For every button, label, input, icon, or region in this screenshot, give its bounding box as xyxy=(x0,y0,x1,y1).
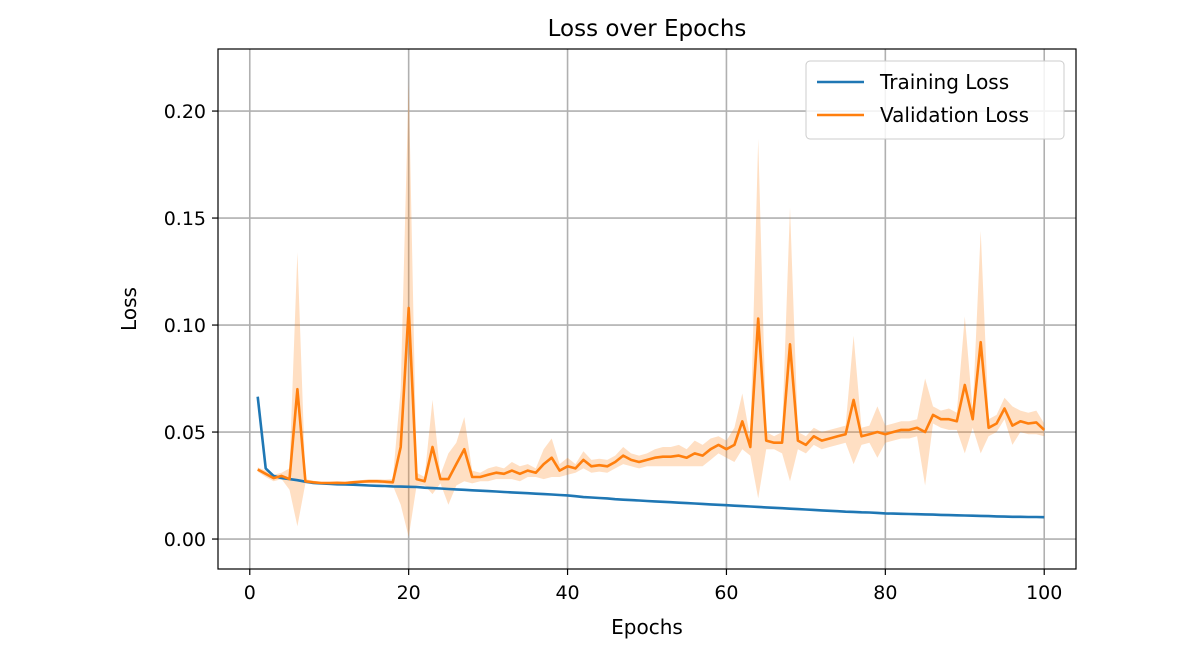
x-tick-label: 0 xyxy=(244,582,256,604)
validation-band xyxy=(257,81,1045,537)
legend: Training Loss Validation Loss xyxy=(805,60,1065,140)
legend-box xyxy=(805,60,1065,140)
y-axis-label: Loss xyxy=(117,287,141,331)
validation-band-layer xyxy=(257,81,1045,537)
plot-frame xyxy=(217,48,1077,570)
x-tick-label: 40 xyxy=(555,582,579,604)
x-axis: 0 20 40 60 80 100 xyxy=(244,569,1062,604)
y-tick-label: 0.10 xyxy=(164,315,206,337)
y-tick-label: 0.00 xyxy=(164,529,206,551)
legend-label-validation: Validation Loss xyxy=(880,103,1029,127)
training-loss-line xyxy=(256,396,1045,519)
y-tick-label: 0.15 xyxy=(164,208,206,230)
y-axis: 0.00 0.05 0.10 0.15 0.20 xyxy=(164,101,218,551)
x-axis-label: Epochs xyxy=(611,615,683,639)
x-tick-label: 60 xyxy=(714,582,738,604)
y-tick-label: 0.20 xyxy=(164,101,206,123)
series-lines xyxy=(256,306,1046,519)
validation-loss-line xyxy=(257,306,1046,485)
x-tick-label: 80 xyxy=(873,582,897,604)
chart-title: Loss over Epochs xyxy=(548,16,747,42)
x-tick-label: 20 xyxy=(397,582,421,604)
legend-label-training: Training Loss xyxy=(879,70,1009,94)
y-tick-label: 0.05 xyxy=(164,422,206,444)
x-tick-label: 100 xyxy=(1026,582,1062,604)
